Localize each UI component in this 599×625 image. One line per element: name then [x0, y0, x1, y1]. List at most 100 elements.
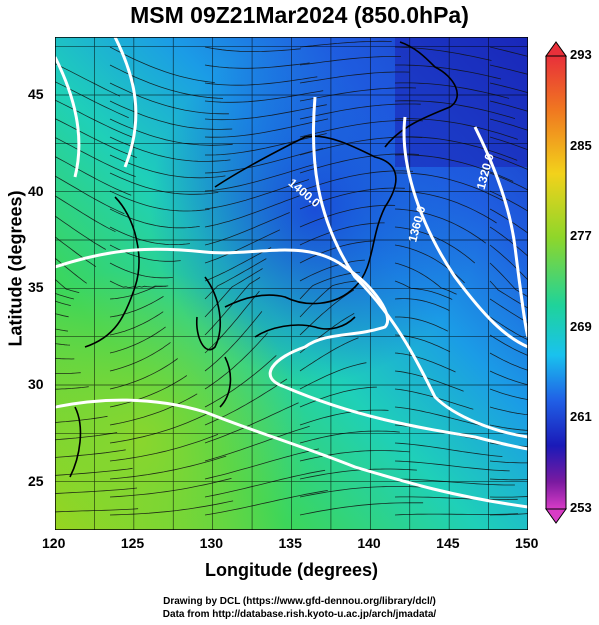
streamline	[55, 357, 75, 360]
streamline	[109, 100, 233, 130]
streamline	[299, 56, 401, 66]
streamline	[394, 478, 515, 486]
streamline	[204, 490, 328, 516]
streamline	[204, 290, 260, 354]
streamline	[55, 257, 87, 284]
x-tick-label: 150	[515, 535, 539, 551]
y-tick-label: 40	[28, 182, 44, 199]
streamline	[489, 334, 528, 356]
streamline	[299, 272, 361, 300]
streamline	[489, 208, 528, 234]
streamline	[204, 163, 318, 192]
streamline	[55, 292, 74, 300]
streamline	[299, 187, 405, 210]
coastlines	[69, 41, 458, 478]
streamline	[299, 409, 389, 426]
streamline	[109, 154, 226, 179]
streamline	[489, 190, 528, 212]
streamline	[204, 179, 310, 210]
streamline	[394, 82, 510, 99]
streamline	[489, 460, 528, 464]
colorbar-label: 261	[570, 409, 592, 425]
streamline	[299, 153, 420, 174]
streamline	[55, 137, 136, 177]
streamline	[204, 402, 299, 444]
streamline	[109, 326, 166, 354]
streamline	[205, 133, 327, 156]
streamline	[109, 82, 229, 115]
colorbar-label: 269	[570, 318, 592, 334]
streamline	[109, 433, 219, 462]
streamline	[204, 46, 301, 52]
x-tick-label: 145	[436, 535, 460, 551]
streamline	[55, 313, 69, 318]
streamline	[55, 386, 89, 390]
streamline	[394, 334, 451, 353]
streamline	[489, 172, 528, 191]
streamline	[204, 148, 324, 174]
streamline	[55, 175, 125, 215]
streamline	[299, 430, 400, 444]
y-tick-label: 30	[28, 376, 44, 392]
streamline	[394, 442, 503, 457]
streamline	[299, 222, 385, 246]
streamline	[204, 448, 319, 480]
streamline	[394, 100, 516, 119]
streamline	[55, 118, 137, 158]
streamline	[489, 406, 528, 416]
x-tick-label: 140	[357, 535, 381, 551]
streamline	[394, 513, 519, 516]
streamline	[299, 120, 423, 138]
streamline	[299, 468, 417, 480]
streamline	[55, 328, 69, 332]
colorbar-label: 253	[570, 500, 592, 515]
x-axis-label: Longitude (degrees)	[204, 560, 378, 580]
streamline	[299, 87, 417, 102]
streamline	[394, 208, 487, 244]
streamline	[204, 355, 277, 408]
streamline	[109, 208, 200, 229]
streamline	[299, 259, 365, 282]
streamline	[109, 296, 164, 318]
streamline	[55, 372, 81, 374]
streamline	[109, 262, 173, 279]
streamline	[109, 285, 167, 300]
y-tick-label: 25	[28, 472, 44, 489]
x-tick-label: 135	[278, 535, 302, 551]
streamline	[394, 370, 464, 392]
streamline	[489, 352, 528, 371]
streamline	[109, 342, 171, 372]
streamline	[55, 432, 118, 441]
streamline	[55, 508, 139, 513]
streamline	[204, 469, 326, 498]
streamline	[299, 40, 392, 48]
streamline	[204, 118, 329, 138]
streamline	[109, 311, 164, 336]
y-axis-label: Latitude (degrees)	[5, 190, 26, 347]
streamline	[394, 460, 510, 472]
streamline	[204, 76, 318, 86]
streamline	[489, 370, 528, 386]
streamline	[204, 195, 300, 228]
streamline	[109, 455, 227, 480]
streamline	[109, 358, 178, 390]
streamline	[299, 240, 375, 264]
streamline	[394, 352, 456, 373]
streamline	[55, 343, 71, 346]
streamline	[204, 90, 324, 103]
x-tick-label: 120	[42, 535, 66, 551]
colorbar-label: 277	[570, 228, 592, 244]
streamline	[489, 496, 528, 498]
x-tick-label: 125	[120, 535, 145, 551]
streamline	[489, 82, 528, 94]
streamline	[394, 280, 453, 300]
colorbar	[545, 41, 567, 524]
streamline	[109, 478, 232, 498]
streamline	[299, 103, 421, 120]
streamline	[489, 424, 528, 431]
streamline	[109, 64, 224, 99]
streamline	[299, 486, 422, 498]
streamline	[55, 300, 71, 306]
streamline	[55, 215, 106, 250]
streamline	[55, 278, 80, 293]
